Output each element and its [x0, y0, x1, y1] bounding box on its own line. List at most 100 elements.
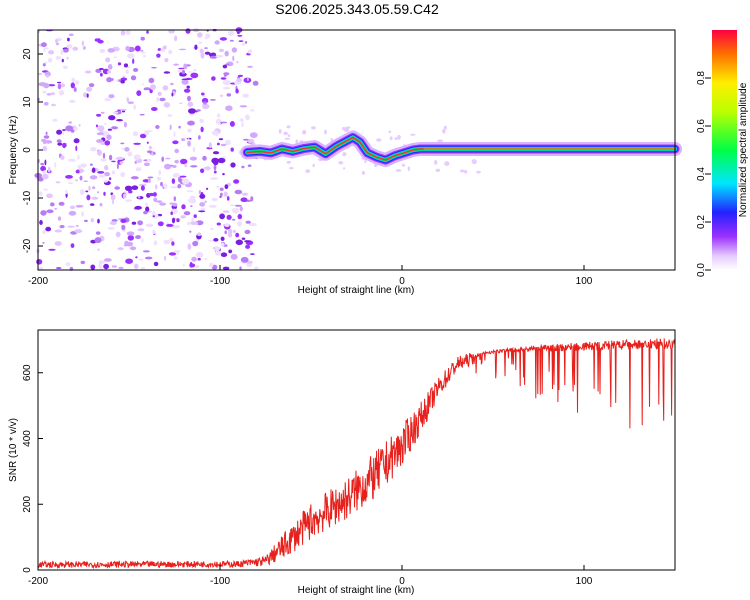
heatmap-speckle: [233, 179, 240, 184]
heatmap-speckle: [163, 102, 171, 108]
heatmap-speckle: [222, 210, 230, 213]
heatmap-speckle: [188, 113, 195, 116]
heatmap-speckle: [126, 231, 135, 236]
heatmap-speckle: [107, 128, 112, 131]
heatmap-x-label: Height of straight line (km): [298, 285, 415, 296]
figure-title: S206.2025.343.05.59.C42: [275, 1, 439, 17]
heatmap-speckle: [186, 190, 194, 193]
heatmap-speckle: [187, 138, 190, 142]
heatmap-speckle: [235, 232, 240, 238]
heatmap-speckle: [142, 55, 146, 58]
heatmap-speckle: [240, 197, 248, 202]
heatmap-speckle: [287, 134, 291, 137]
heatmap-speckle: [145, 202, 148, 207]
heatmap-speckle: [208, 142, 212, 149]
heatmap-speckle: [471, 159, 477, 165]
heatmap-speckle: [226, 214, 232, 220]
heatmap-speckle: [231, 47, 238, 53]
heatmap-speckle: [187, 128, 192, 133]
heatmap-speckle: [205, 33, 211, 39]
heatmap-speckle: [174, 35, 178, 42]
heatmap-speckle: [67, 225, 75, 228]
heatmap-speckle: [121, 224, 126, 231]
heatmap-speckle: [434, 160, 438, 165]
heatmap-speckle: [166, 223, 174, 227]
snr-y-axis: 0 200 400 600: [22, 364, 43, 573]
heatmap-speckle: [213, 238, 219, 242]
heatmap-speckle: [108, 177, 112, 181]
heatmap-speckle: [143, 210, 148, 215]
heatmap-speckle: [44, 47, 49, 50]
colorbar-tick-label: 0.8: [696, 71, 707, 85]
heatmap-speckle: [153, 197, 158, 202]
heatmap-speckle: [77, 154, 80, 160]
heatmap-speckle: [172, 224, 180, 229]
heatmap-speckle: [63, 48, 69, 53]
heatmap-speckle: [197, 32, 203, 38]
heatmap-speckle: [216, 113, 221, 118]
heatmap-speckle: [83, 92, 88, 98]
heatmap-speckle: [57, 142, 63, 146]
heatmap-speckle: [54, 207, 58, 210]
heatmap-speckle: [63, 65, 68, 69]
heatmap-speckle: [305, 169, 311, 174]
heatmap-speckle: [120, 171, 126, 178]
heatmap-speckle: [219, 121, 228, 124]
heatmap-speckle: [91, 196, 99, 200]
heatmap-speckle: [96, 139, 104, 143]
heatmap-speckle: [217, 157, 226, 164]
heatmap-speckle: [125, 46, 130, 51]
heatmap-speckle: [140, 267, 146, 270]
heatmap-speckle: [148, 77, 155, 84]
heatmap-speckle: [220, 242, 225, 247]
heatmap-speckle: [137, 228, 145, 232]
heatmap-speckle: [78, 123, 81, 127]
heatmap-speckle: [252, 80, 259, 86]
heatmap-speckle: [172, 165, 177, 168]
heatmap-speckle: [57, 83, 62, 90]
heatmap-speckle: [180, 215, 186, 219]
heatmap-speckle: [144, 256, 153, 260]
heatmap-speckle: [174, 148, 179, 154]
heatmap-speckle: [123, 121, 127, 128]
heatmap-speckle: [54, 162, 57, 168]
heatmap-speckle: [39, 220, 43, 225]
heatmap-speckle: [95, 124, 99, 128]
heatmap-speckle: [97, 191, 100, 194]
heatmap-speckle: [140, 52, 146, 54]
heatmap-speckle: [189, 261, 193, 268]
heatmap-speckle: [104, 165, 109, 171]
heatmap-speckle: [153, 261, 159, 267]
snr-x-label: Height of straight line (km): [298, 585, 415, 596]
heatmap-speckle: [98, 174, 106, 178]
heatmap-speckle: [204, 51, 211, 55]
heatmap-speckle: [40, 42, 47, 48]
heatmap-speckle: [97, 39, 104, 44]
heatmap-speckle: [171, 241, 175, 246]
heatmap-speckle: [48, 248, 56, 251]
heatmap-speckle: [178, 67, 186, 70]
heatmap-speckle: [237, 221, 242, 227]
heatmap-speckle: [179, 175, 187, 178]
heatmap-speckle: [96, 231, 100, 235]
heatmap-speckle: [155, 184, 158, 190]
heatmap-speckle: [229, 204, 235, 207]
heatmap-speckle: [188, 198, 197, 204]
heatmap-speckle: [97, 248, 100, 251]
heatmap-speckle: [135, 167, 142, 172]
heatmap-speckle: [90, 264, 96, 270]
heatmap-speckle: [198, 135, 201, 140]
heatmap-y-tick-label: 10: [22, 96, 33, 108]
heatmap-speckle: [219, 37, 227, 41]
heatmap-speckle: [187, 71, 194, 73]
snr-x-tick-label: 100: [576, 576, 593, 587]
heatmap-speckle: [110, 194, 116, 201]
heatmap-speckle: [228, 228, 233, 235]
heatmap-speckle: [169, 202, 174, 205]
heatmap-speckle: [204, 200, 207, 203]
heatmap-speckle: [70, 82, 76, 89]
snr-series-line: [37, 338, 676, 570]
heatmap-speckle: [239, 105, 248, 108]
heatmap-speckle: [124, 243, 128, 247]
heatmap-speckle: [222, 266, 230, 270]
